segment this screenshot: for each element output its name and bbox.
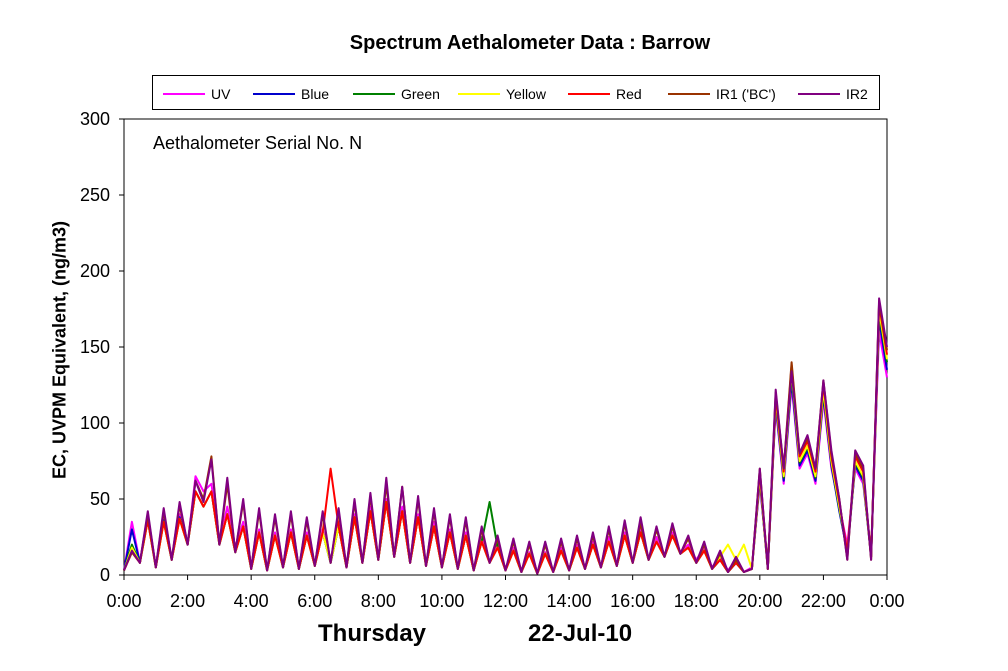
legend-label: Yellow [506, 85, 546, 102]
series-line [123, 297, 888, 575]
y-tick-label: 0 [100, 565, 110, 585]
x-tick-label: 12:00 [483, 591, 528, 611]
axes: 0 50 100 150 200 250 300 0:00 2:00 4:00 6:00 8:00 10… [80, 109, 905, 611]
x-tick-label: 22:00 [801, 591, 846, 611]
legend-entry: IR2 [798, 76, 868, 111]
x-tick-label: 2:00 [170, 591, 205, 611]
legend-swatch [798, 92, 840, 95]
y-tick-label: 300 [80, 109, 110, 129]
y-tick-label: 150 [80, 337, 110, 357]
x-tick-label: 6:00 [297, 591, 332, 611]
serial-annotation: Aethalometer Serial No. N [153, 133, 362, 153]
series-lines [123, 297, 888, 575]
legend-entry: IR1 ('BC') [668, 76, 776, 111]
chart-legend: UV Blue Green Yellow Red IR1 ('BC') IR2 [152, 75, 880, 110]
x-tick-label: 0:00 [869, 591, 904, 611]
legend-label: IR2 [846, 85, 868, 102]
legend-entry: UV [163, 76, 230, 111]
y-tick-label: 200 [80, 261, 110, 281]
x-tick-label: 0:00 [106, 591, 141, 611]
y-tick-label: 100 [80, 413, 110, 433]
legend-entry: Blue [253, 76, 329, 111]
legend-entry: Yellow [458, 76, 546, 111]
legend-swatch [253, 92, 295, 95]
plot-area-frame [123, 118, 888, 576]
x-tick-label: 16:00 [610, 591, 655, 611]
chart-title: Spectrum Aethalometer Data : Barrow [349, 32, 711, 54]
x-tick-label: 20:00 [737, 591, 782, 611]
legend-swatch [668, 92, 710, 95]
legend-entry: Green [353, 76, 440, 111]
legend-entry: Red [568, 76, 642, 111]
x-tick-label: 8:00 [361, 591, 396, 611]
legend-label: UV [211, 85, 231, 102]
y-tick-label: 250 [80, 185, 110, 205]
legend-swatch [163, 92, 205, 95]
legend-swatch [458, 92, 500, 95]
legend-label: IR1 ('BC') [716, 85, 776, 102]
x-tick-label: 18:00 [674, 591, 719, 611]
x-tick-label: 10:00 [419, 591, 464, 611]
footer-date-label: 22-Jul-10 [528, 620, 633, 647]
x-tick-label: 14:00 [547, 591, 592, 611]
legend-label: Red [616, 85, 642, 102]
legend-swatch [568, 92, 610, 95]
legend-swatch [353, 92, 395, 95]
footer-day-label: Thursday [318, 620, 427, 647]
y-tick-label: 50 [90, 489, 110, 509]
legend-label: Green [401, 85, 440, 102]
x-tick-label: 4:00 [234, 591, 269, 611]
legend-label: Blue [301, 85, 330, 102]
